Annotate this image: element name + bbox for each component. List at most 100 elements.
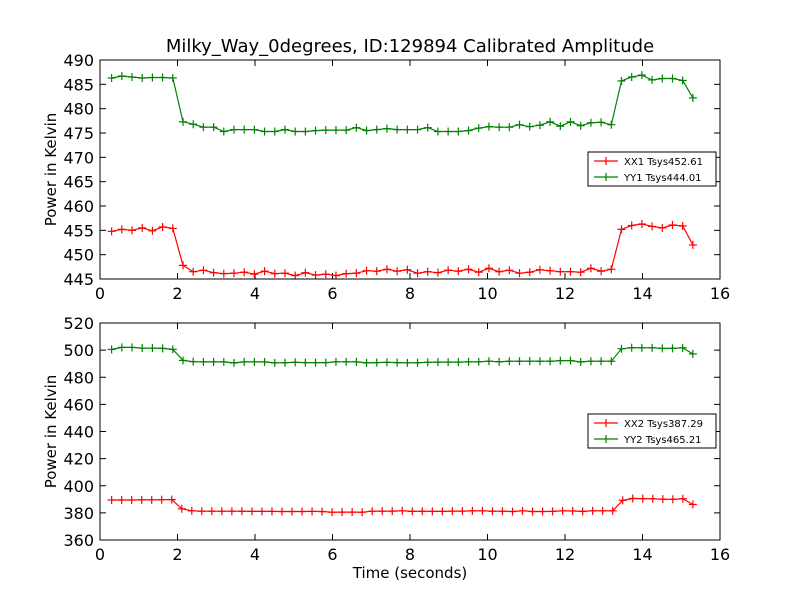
data-point	[117, 72, 126, 81]
chart-title: Milky_Way_0degrees, ID:129894 Calibrated…	[166, 36, 654, 57]
data-point	[484, 122, 493, 131]
data-point	[607, 120, 616, 129]
data-point	[352, 123, 361, 132]
data-point	[637, 343, 646, 352]
data-point	[362, 266, 371, 275]
data-point	[607, 265, 616, 274]
data-point	[566, 267, 575, 276]
data-point	[342, 269, 351, 278]
legend-entry: XX1 Tsys452.61	[624, 157, 703, 168]
data-point	[668, 74, 677, 83]
data-point	[229, 358, 238, 367]
data-point	[617, 76, 626, 85]
data-point	[458, 507, 467, 516]
data-point	[505, 266, 514, 275]
data-point	[413, 125, 422, 134]
data-point	[382, 358, 391, 367]
data-point	[308, 507, 317, 516]
data-point	[608, 506, 617, 515]
data-point	[658, 223, 667, 232]
data-point	[260, 267, 269, 276]
data-point	[318, 507, 327, 516]
data-point	[179, 356, 188, 365]
data-point	[148, 344, 157, 353]
x-tick-label: 14	[632, 545, 652, 564]
data-point	[382, 124, 391, 133]
data-point	[617, 344, 626, 353]
data-point	[658, 344, 667, 353]
data-point	[678, 494, 687, 503]
data-point	[372, 358, 381, 367]
data-point	[546, 117, 555, 126]
data-point	[658, 74, 667, 83]
data-point	[423, 358, 432, 367]
data-point	[678, 221, 687, 230]
data-point	[158, 222, 167, 231]
data-point	[525, 122, 534, 131]
data-point	[637, 71, 646, 80]
data-point	[250, 125, 259, 134]
x-tick-label: 4	[250, 284, 260, 303]
data-point	[219, 127, 228, 136]
data-point	[128, 226, 137, 235]
data-point	[197, 507, 206, 516]
data-point	[368, 507, 377, 516]
data-point	[311, 126, 320, 135]
y-tick-label: 480	[63, 368, 94, 387]
chart-panel-bottom: 0 2 4 6 8 10 12 14 16 360 380 400 420 440 460 480 500 520…	[42, 314, 730, 582]
x-axis-label: Time (seconds)	[352, 564, 468, 582]
data-point	[558, 506, 567, 515]
data-point	[403, 265, 412, 274]
data-point	[668, 495, 677, 504]
x-tick-label: 0	[95, 284, 105, 303]
data-point	[566, 356, 575, 365]
data-point	[648, 75, 657, 84]
data-point	[321, 270, 330, 279]
data-point	[240, 125, 249, 134]
data-point	[678, 76, 687, 85]
data-point	[548, 507, 557, 516]
data-point	[168, 74, 177, 83]
data-point	[250, 270, 259, 279]
data-point	[546, 266, 555, 275]
data-point	[668, 344, 677, 353]
data-point	[382, 265, 391, 274]
data-point	[158, 344, 167, 353]
x-tick-label: 16	[710, 545, 730, 564]
data-point	[468, 506, 477, 515]
data-point	[418, 507, 427, 516]
data-point	[403, 358, 412, 367]
y-tick-label: 360	[63, 531, 94, 550]
y-tick-label: 440	[63, 423, 94, 442]
data-point	[658, 495, 667, 504]
data-point	[408, 507, 417, 516]
data-point	[464, 265, 473, 274]
data-point	[270, 269, 279, 278]
data-point	[638, 494, 647, 503]
data-point	[637, 220, 646, 229]
data-point	[199, 357, 208, 366]
data-point	[328, 508, 337, 517]
data-point	[331, 357, 340, 366]
data-point	[117, 495, 126, 504]
y-tick-label: 455	[63, 221, 94, 240]
data-point	[209, 123, 218, 132]
data-point	[240, 357, 249, 366]
data-point	[454, 267, 463, 276]
data-point	[128, 73, 137, 82]
data-point	[627, 221, 636, 230]
data-point	[388, 507, 397, 516]
data-point	[117, 225, 126, 234]
data-point	[423, 267, 432, 276]
x-tick-label: 12	[555, 284, 575, 303]
data-point	[372, 125, 381, 134]
data-point	[438, 507, 447, 516]
data-point	[288, 507, 297, 516]
data-point	[474, 268, 483, 277]
data-point	[688, 240, 697, 249]
data-point	[378, 507, 387, 516]
y-tick-label: 465	[63, 173, 94, 192]
y-tick-label: 490	[63, 51, 94, 70]
data-point	[209, 357, 218, 366]
data-point	[464, 357, 473, 366]
